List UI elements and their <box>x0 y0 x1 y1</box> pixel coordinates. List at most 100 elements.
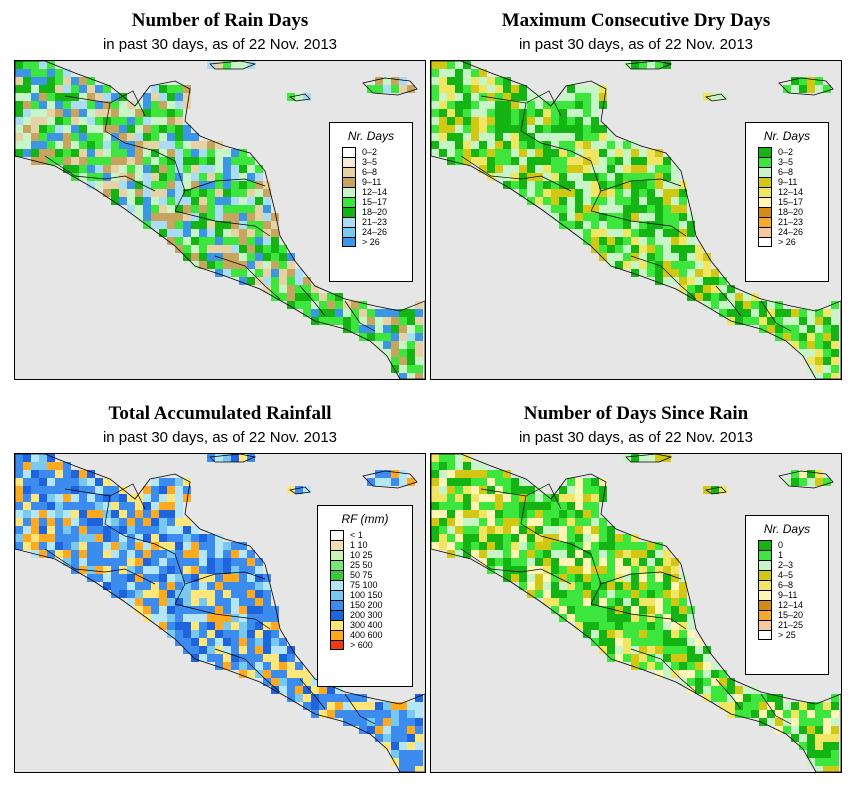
raster-cell <box>23 542 31 550</box>
raster-cell <box>695 261 703 269</box>
raster-cell <box>271 630 279 638</box>
raster-cell <box>471 125 479 133</box>
raster-cell <box>455 510 463 518</box>
raster-cell <box>199 237 207 245</box>
raster-cell <box>495 534 503 542</box>
raster-cell <box>663 61 671 69</box>
raster-cell <box>623 550 631 558</box>
raster-cell <box>815 349 823 357</box>
raster-cell <box>599 638 607 646</box>
raster-cell <box>175 173 183 181</box>
raster-cell <box>647 181 655 189</box>
legend-swatch <box>758 610 772 620</box>
raster-cell <box>191 261 199 269</box>
raster-cell <box>159 85 167 93</box>
raster-cell <box>831 734 839 742</box>
raster-cell <box>167 582 175 590</box>
raster-cell <box>383 309 391 317</box>
raster-cell <box>631 197 639 205</box>
raster-cell <box>303 309 311 317</box>
raster-cell <box>31 518 39 526</box>
raster-cell <box>695 686 703 694</box>
raster-cell <box>199 582 207 590</box>
raster-cell <box>503 494 511 502</box>
raster-cell <box>47 478 55 486</box>
raster-cell <box>47 494 55 502</box>
raster-cell <box>679 205 687 213</box>
raster-cell <box>455 77 463 85</box>
raster-cell <box>31 526 39 534</box>
raster-cell <box>399 325 407 333</box>
raster-cell <box>671 213 679 221</box>
coastline <box>704 93 727 102</box>
raster-cell <box>55 69 63 77</box>
raster-cell <box>39 510 47 518</box>
raster-cell <box>455 542 463 550</box>
raster-cell <box>447 478 455 486</box>
raster-cell <box>695 654 703 662</box>
raster-cell <box>159 189 167 197</box>
raster-cell <box>647 213 655 221</box>
raster-cell <box>375 478 383 486</box>
raster-cell <box>447 534 455 542</box>
raster-cell <box>447 502 455 510</box>
raster-cell <box>215 558 223 566</box>
raster-cell <box>591 542 599 550</box>
raster-cell <box>431 101 439 109</box>
raster-cell <box>463 486 471 494</box>
country-border <box>570 150 602 212</box>
raster-cell <box>639 237 647 245</box>
raster-cell <box>567 518 575 526</box>
raster-cell <box>31 117 39 125</box>
raster-cell <box>799 333 807 341</box>
raster-cell <box>239 253 247 261</box>
raster-cell <box>199 542 207 550</box>
raster-cell <box>79 510 87 518</box>
raster-cell <box>567 478 575 486</box>
raster-cell <box>239 181 247 189</box>
raster-cell <box>631 181 639 189</box>
raster-cell <box>567 85 575 93</box>
raster-cell <box>367 478 375 486</box>
raster-cell <box>671 638 679 646</box>
raster-cell <box>823 734 831 742</box>
raster-cell <box>567 606 575 614</box>
raster-cell <box>479 518 487 526</box>
raster-cell <box>103 574 111 582</box>
raster-cell <box>215 221 223 229</box>
raster-cell <box>551 101 559 109</box>
raster-cell <box>511 117 519 125</box>
raster-cell <box>447 510 455 518</box>
raster-cell <box>87 526 95 534</box>
raster-cell <box>831 333 839 341</box>
raster-cell <box>95 109 103 117</box>
raster-cell <box>71 558 79 566</box>
raster-cell <box>631 614 639 622</box>
raster-cell <box>503 93 511 101</box>
raster-cell <box>655 205 663 213</box>
raster-cell <box>55 526 63 534</box>
raster-cell <box>511 518 519 526</box>
raster-cell <box>775 317 783 325</box>
raster-cell <box>311 686 319 694</box>
raster-cell <box>615 149 623 157</box>
raster-cell <box>815 365 823 373</box>
raster-cell <box>791 726 799 734</box>
raster-cell <box>615 229 623 237</box>
raster-cell <box>575 197 583 205</box>
raster-cell <box>183 542 191 550</box>
raster-cell <box>543 510 551 518</box>
raster-cell <box>167 133 175 141</box>
raster-cell <box>399 85 407 93</box>
raster-cell <box>127 574 135 582</box>
raster-cell <box>63 117 71 125</box>
raster-cell <box>615 237 623 245</box>
raster-cell <box>63 494 71 502</box>
raster-cell <box>655 566 663 574</box>
raster-cell <box>551 141 559 149</box>
raster-cell <box>199 245 207 253</box>
raster-cell <box>367 85 375 93</box>
raster-cell <box>151 157 159 165</box>
raster-cell <box>431 494 439 502</box>
raster-cell <box>15 526 23 534</box>
